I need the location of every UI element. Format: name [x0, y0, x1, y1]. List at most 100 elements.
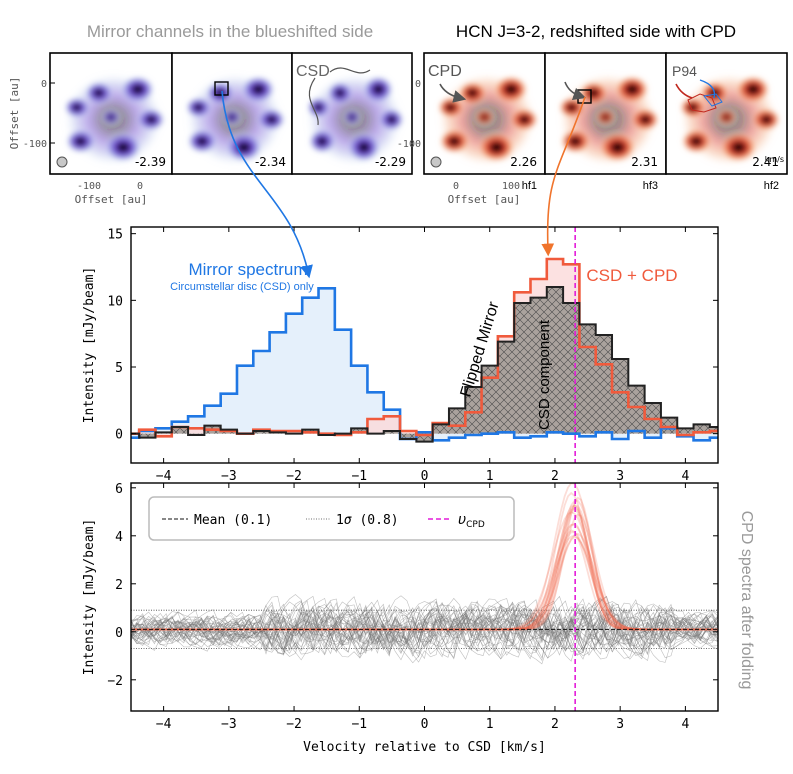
cpd-profile-line	[131, 532, 718, 631]
blue-channel-panel-blob	[379, 109, 404, 130]
blue-channel-panel-blob	[348, 133, 380, 161]
csd-cpd-label: CSD + CPD	[586, 266, 677, 285]
legend-sigma-label: 1σ (0.8)	[336, 513, 399, 528]
blue-channel-panel-blob	[106, 133, 141, 161]
spectrum-y-tick-label: 15	[107, 228, 123, 243]
spectrum-x-tick-label: 0	[421, 469, 429, 484]
spectrum-y-tick-label: 0	[115, 428, 123, 443]
noise-spectrum-line	[131, 601, 718, 656]
blue-channel-panel-blob	[66, 130, 95, 153]
folded-y-tick-label: −2	[107, 674, 123, 689]
noise-spectrum-line	[131, 599, 718, 655]
red-channel-panel-blob	[580, 82, 607, 104]
red-channel-panel-blob	[632, 109, 659, 130]
red-channel-panel-blob	[600, 133, 635, 161]
noise-spectrum-line	[131, 598, 718, 665]
blue-channel-panel-blob	[138, 109, 165, 130]
blue-channel-panel-blob	[224, 110, 240, 124]
red-channel-panel-frame	[665, 52, 788, 175]
channel-velocity-label: 2.41	[752, 155, 779, 169]
folded-x-axis-label: Velocity relative to CSD [km/s]	[303, 740, 546, 755]
p94-contour	[687, 93, 717, 113]
cpd-profile-line	[131, 529, 718, 631]
cpd-annotation-arrow	[439, 83, 467, 103]
legend-sigma-symbol: σ	[344, 513, 352, 528]
noise-spectrum-line	[131, 603, 718, 654]
noise-spectrum-line	[131, 595, 718, 663]
hf-label: hf3	[643, 180, 658, 192]
red-channel-panel-blob	[459, 82, 486, 104]
folded-x-tick-label: 2	[551, 717, 559, 732]
red-channel-panel: 2.31	[544, 52, 667, 175]
blue-channel-panel-blob	[242, 76, 275, 103]
legend-box	[148, 496, 515, 541]
cpd-annotation-arrow	[564, 81, 587, 101]
cpd-annotation: CPD	[428, 63, 462, 80]
noise-spectrum-line	[131, 602, 718, 650]
noise-spectrum-line	[131, 606, 718, 660]
noise-spectrum-line	[131, 605, 718, 662]
folded-y-tick-label: 0	[115, 626, 123, 641]
noise-spectrum-line	[131, 603, 718, 660]
red-channel-panel-blob	[721, 133, 756, 161]
folded-y-tick-label: 4	[115, 530, 123, 545]
red-channel-panel-blob	[682, 130, 711, 153]
blue-channel-panel-blob	[344, 110, 360, 124]
noise-spectrum-line	[131, 601, 718, 657]
noise-spectrum-line	[131, 597, 718, 659]
noise-spectrum-line	[131, 602, 718, 653]
spectrum-x-tick-label: 1	[486, 469, 494, 484]
p94-annotation-arrow	[699, 79, 716, 99]
legend-vcpd-label: υCPD	[458, 512, 485, 530]
folded-spectra-side-label: CPD spectra after folding	[738, 511, 755, 690]
blue-channel-panel-blob	[121, 76, 154, 103]
blue-channel-panel-blob	[85, 82, 112, 104]
mirror-spectrum-fill	[131, 288, 718, 441]
noise-spectrum-line	[131, 598, 718, 660]
connector-arrows	[221, 90, 586, 279]
blue-channel-panel-emission	[186, 73, 285, 166]
csd-annotation-curve	[308, 77, 319, 126]
beam-icon	[56, 156, 68, 168]
noise-spectrum-line	[131, 601, 718, 656]
mirror-spectrum-label: Mirror spectrum	[188, 260, 307, 279]
red-channel-panel-blob	[753, 109, 780, 130]
legend-sigma-prefix: 1	[336, 513, 344, 528]
spectrum-x-tick-label: −3	[221, 469, 237, 484]
folded-plot-area	[131, 483, 718, 711]
offset-y-axis-label: Offset [au]	[8, 77, 21, 150]
mirror-connector-arrow	[221, 90, 313, 279]
blue-channel-panel-emission	[64, 73, 165, 166]
spectrum-x-tick-label: −2	[286, 469, 302, 484]
noise-spectrum-line	[131, 597, 718, 659]
hf-label: hf1	[522, 180, 537, 192]
noise-spectrum-line	[131, 600, 718, 663]
channel-velocity-label: -2.29	[375, 155, 406, 169]
folded-x-tick-label: −2	[286, 717, 302, 732]
folded-x-tick-label: 1	[486, 717, 494, 732]
mirror-spectrum-sublabel: Circumstellar disc (CSD) only	[170, 281, 314, 293]
red-channel-panel-blob	[616, 76, 649, 103]
offset-x-tick-label: 100	[502, 181, 520, 192]
blue-channel-panel-blob	[309, 130, 335, 153]
hf-label: hf2	[764, 180, 779, 192]
legend-vcpd-symbol: υ	[458, 512, 466, 528]
blue-channel-panel-blob	[307, 97, 330, 118]
noise-spectrum-line	[131, 601, 718, 660]
csd-component-line	[131, 286, 718, 443]
blue-channel-panel-blob	[364, 76, 393, 103]
channel-velocity-label: -2.34	[255, 155, 286, 169]
mirror-pixel-box	[214, 81, 229, 96]
blue-channel-panel-blob	[328, 82, 352, 104]
spectrum-y-axis-label: Intensity [mJy/beam]	[82, 267, 97, 424]
noise-spectrum-line	[131, 600, 718, 651]
noise-spectrum-line	[131, 601, 718, 654]
red-channel-panel-blob	[440, 130, 469, 153]
noise-spectrum-line	[131, 601, 718, 661]
p94-contour	[703, 93, 723, 107]
folded-y-tick-label: 2	[115, 578, 123, 593]
blue-channel-panel-emission	[306, 73, 404, 166]
noise-spectrum-line	[131, 598, 718, 659]
red-channel-panel-blob	[718, 110, 735, 124]
